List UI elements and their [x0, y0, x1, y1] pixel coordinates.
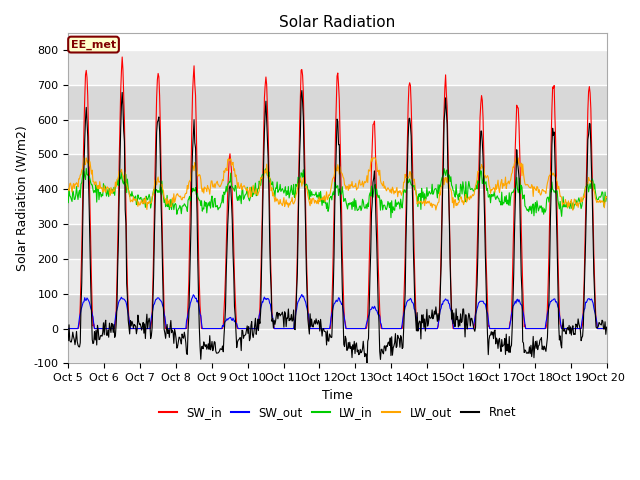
Line: SW_out: SW_out — [68, 294, 607, 328]
Bar — [68, 155, 607, 189]
LW_in — [185, 196, 193, 202]
Title: Solar Radiation: Solar Radiation — [279, 15, 396, 30]
Rnet — [404, 134, 412, 140]
LW_in — [387, 215, 395, 220]
LW_in — [213, 203, 221, 208]
Bar — [68, 224, 607, 259]
Rnet — [184, 328, 192, 334]
LW_out — [74, 184, 82, 190]
LW_in — [83, 166, 90, 171]
Bar — [68, 85, 607, 120]
Text: EE_met: EE_met — [71, 39, 116, 50]
Rnet — [129, 325, 137, 331]
SW_in — [65, 325, 72, 331]
LW_out — [131, 197, 138, 203]
SW_out — [74, 325, 82, 331]
SW_out — [603, 325, 611, 331]
Rnet — [420, 324, 428, 330]
LW_out — [213, 178, 221, 184]
SW_out — [129, 325, 137, 331]
LW_in — [420, 198, 428, 204]
Bar — [68, 120, 607, 155]
LW_out — [65, 186, 72, 192]
LW_out — [603, 195, 611, 201]
Rnet — [298, 88, 306, 94]
Line: LW_in: LW_in — [68, 168, 607, 217]
Line: SW_in: SW_in — [68, 57, 607, 328]
Rnet — [65, 337, 72, 343]
Rnet — [603, 324, 611, 330]
Rnet — [212, 350, 220, 356]
SW_in — [603, 325, 611, 331]
Rnet — [363, 362, 371, 368]
LW_in — [404, 180, 412, 186]
Y-axis label: Solar Radiation (W/m2): Solar Radiation (W/m2) — [15, 125, 28, 271]
LW_in — [74, 197, 82, 203]
Legend: SW_in, SW_out, LW_in, LW_out, Rnet: SW_in, SW_out, LW_in, LW_out, Rnet — [154, 401, 521, 424]
LW_out — [80, 155, 88, 161]
X-axis label: Time: Time — [322, 389, 353, 402]
SW_in — [185, 279, 193, 285]
LW_out — [419, 199, 427, 204]
SW_in — [213, 325, 221, 331]
SW_in — [74, 325, 82, 331]
SW_out — [184, 311, 192, 316]
Bar — [68, 328, 607, 363]
Bar — [68, 259, 607, 294]
SW_out — [419, 325, 427, 331]
Line: Rnet: Rnet — [68, 91, 607, 365]
SW_in — [131, 325, 138, 331]
SW_in — [118, 54, 126, 60]
Bar — [68, 50, 607, 85]
SW_out — [404, 298, 412, 304]
LW_out — [404, 175, 412, 181]
LW_in — [131, 195, 138, 201]
SW_out — [65, 325, 72, 331]
LW_in — [603, 193, 611, 199]
SW_out — [298, 291, 306, 297]
Bar — [68, 294, 607, 328]
Line: LW_out: LW_out — [68, 158, 607, 210]
LW_out — [185, 180, 193, 186]
LW_out — [569, 207, 577, 213]
SW_out — [212, 325, 220, 331]
SW_in — [419, 325, 427, 331]
Bar — [68, 189, 607, 224]
Rnet — [74, 342, 82, 348]
SW_in — [404, 136, 412, 142]
LW_in — [65, 200, 72, 205]
